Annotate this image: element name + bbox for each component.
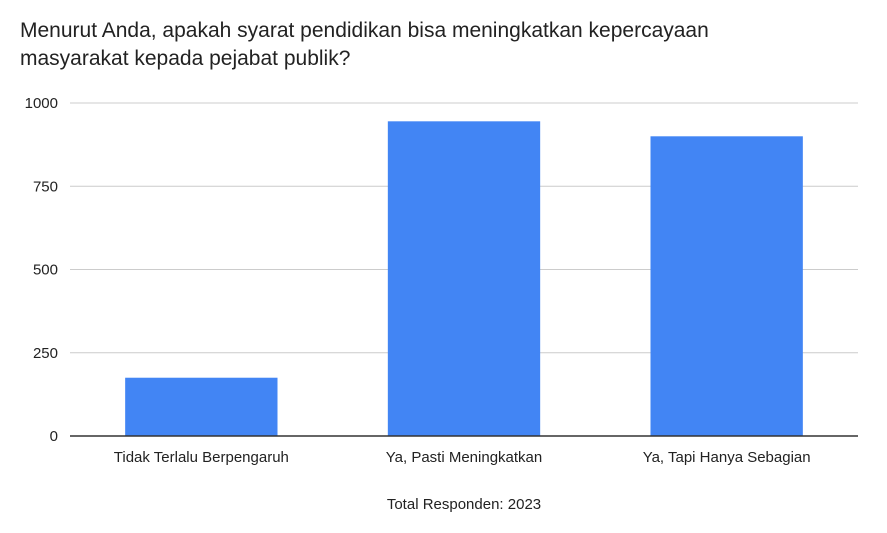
y-tick-label: 250 (33, 345, 58, 362)
bar (650, 136, 803, 437)
y-tick-label: 750 (33, 178, 58, 195)
x-tick-label: Tidak Terlalu Berpengaruh (114, 449, 289, 466)
y-tick-labels: 0 250 500 750 1000 (25, 95, 58, 445)
x-axis-label: Total Responden: 2023 (387, 496, 541, 513)
y-tick-label: 1000 (25, 95, 58, 112)
bar (387, 121, 541, 436)
y-tick-label: 500 (33, 262, 58, 279)
x-tick-label: Ya, Tapi Hanya Sebagian (643, 449, 811, 466)
x-tick-label: Ya, Pasti Meningkatkan (386, 449, 542, 466)
bar (125, 377, 278, 436)
bars (125, 121, 803, 437)
y-tick-label: 0 (50, 428, 58, 445)
x-tick-labels: Tidak Terlalu Berpengaruh Ya, Pasti Menin… (114, 449, 811, 466)
chart-title: Menurut Anda, apakah syarat pendidikan b… (20, 19, 709, 70)
